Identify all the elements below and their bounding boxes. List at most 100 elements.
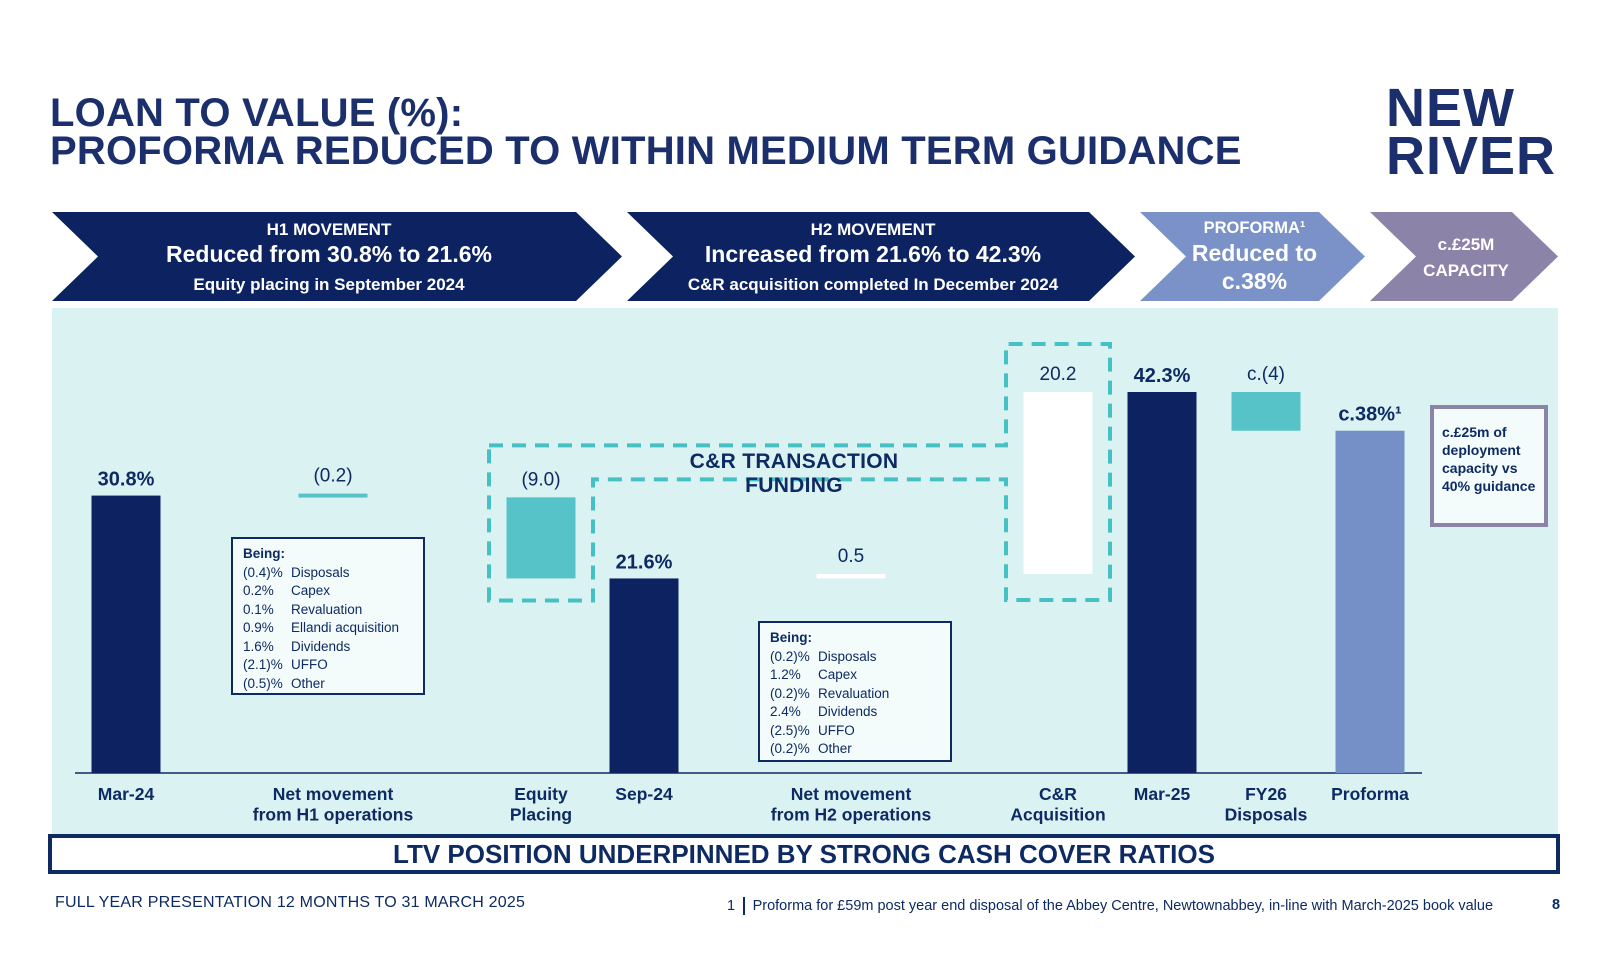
x-tick-label-4: Sep-24 — [615, 784, 673, 804]
h1-note-row: 0.2% Capex — [243, 582, 413, 601]
footnote-text: Proforma for £59m post year end disposal… — [752, 897, 1494, 914]
h1-note-value: 0.2% — [243, 583, 274, 598]
x-tick-label-8: Disposals — [1225, 805, 1308, 825]
h1-note-row: 1.6% Dividends — [243, 638, 413, 657]
page-title: LOAN TO VALUE (%): PROFORMA REDUCED TO W… — [50, 91, 1242, 173]
h1-note-label: Dividends — [291, 638, 351, 654]
data-label-9: c.38%¹ — [1338, 404, 1402, 426]
h1-note-value: 1.6% — [243, 638, 274, 654]
title-line-1: LOAN TO VALUE (%): — [50, 91, 464, 135]
h2-note-row: 2.4% Dividends — [770, 703, 940, 722]
h2-note-value: (0.2)% — [770, 685, 810, 701]
h1-note-label: Ellandi acquisition — [291, 620, 400, 635]
ltv-waterfall-chart: 30.8% (0.2) (9.0) 21.6% 0.5 20.2 42.3% c.(4) c.3… — [75, 342, 1422, 825]
data-label-2: (0.2) — [313, 466, 352, 487]
bar-9 — [1335, 430, 1405, 773]
chevron-2-main: Increased from 21.6% to 42.3% — [705, 241, 1041, 267]
footnote: 1 Proforma for £59m post year end disposa… — [727, 897, 1493, 915]
bar-6 — [1023, 392, 1093, 574]
data-label-4: 21.6% — [616, 551, 673, 573]
chevron-3 — [1140, 212, 1365, 301]
h2-note-rows: (0.2)% Disposals 1.2% Capex (0.2)% Revaluatio… — [770, 648, 940, 759]
x-tick-label-5: from H2 operations — [771, 805, 932, 825]
movement-chevrons: H1 MOVEMENT Reduced from 30.8% to 21.6% Eq… — [52, 212, 1558, 301]
h2-note-row: (0.2)% Other — [770, 740, 940, 759]
chevron-3-heading: PROFORMA¹ — [1204, 219, 1306, 237]
data-label-1: 30.8% — [98, 469, 155, 491]
cr-transaction-funding-outline — [487, 342, 1112, 603]
x-tick-label-5: Net movement — [791, 784, 912, 804]
h1-note-label: Revaluation — [291, 601, 363, 617]
title-line-2: PROFORMA REDUCED TO WITHIN MEDIUM TERM G… — [50, 129, 1242, 173]
chevron-1-heading: H1 MOVEMENT — [267, 220, 392, 239]
data-label-6: 20.2 — [1040, 364, 1077, 385]
h1-note-value: (0.5)% — [243, 675, 283, 691]
data-label-3: (9.0) — [521, 469, 560, 490]
h1-note-heading: Being: — [243, 546, 285, 561]
chevron-1-main: Reduced from 30.8% to 21.6% — [166, 241, 492, 267]
h1-note-value: 0.9% — [243, 620, 274, 635]
h2-note-label: Other — [818, 741, 852, 756]
bar-4 — [609, 578, 679, 773]
bar-5 — [816, 573, 886, 579]
h1-note-row: 0.9% Ellandi acquisition — [243, 619, 413, 638]
new-river-logo: NEW RIVER — [1386, 78, 1557, 186]
chevron-4 — [1370, 212, 1558, 301]
h2-note-value: 2.4% — [770, 704, 801, 719]
chevron-4-main: CAPACITY — [1423, 261, 1509, 280]
h1-note-value: (2.1)% — [243, 657, 283, 672]
cr-transaction-funding-label: C&R TRANSACTION FUNDING — [689, 450, 899, 497]
data-label-8: c.(4) — [1247, 364, 1285, 385]
h2-note-heading: Being: — [770, 630, 812, 645]
footer-presentation-label: FULL YEAR PRESENTATION 12 MONTHS TO 31 M… — [55, 894, 526, 911]
h2-note-label: Dividends — [818, 704, 878, 719]
x-tick-label-1: Mar-24 — [98, 784, 155, 804]
h2-note-row: (2.5)% UFFO — [770, 722, 940, 741]
bar-2 — [298, 493, 368, 498]
ltv-position-banner: LTV POSITION UNDERPINNED BY STRONG CASH … — [48, 834, 1560, 874]
h2-note-label: Revaluation — [818, 685, 890, 701]
x-tick-label-6: Acquisition — [1010, 805, 1105, 825]
data-label-7: 42.3% — [1134, 365, 1191, 387]
page-number: 8 — [1552, 897, 1561, 913]
logo-line-2: RIVER — [1386, 126, 1557, 186]
capacity-note: c.£25m of deployment capacity vs 40% gui… — [1430, 405, 1548, 527]
h2-note-value: (0.2)% — [770, 741, 810, 756]
bar-7 — [1127, 392, 1197, 773]
h1-breakdown-note: Being: (0.4)% Disposals 0.2% Capex 0.1% Reval… — [231, 537, 425, 695]
chevron-1 — [52, 212, 622, 301]
x-tick-label-2: Net movement — [273, 784, 394, 804]
h1-note-label: UFFO — [291, 657, 328, 672]
x-tick-label-6: C&R — [1039, 784, 1077, 804]
x-tick-label-3: Equity — [514, 784, 568, 804]
h2-note-row: (0.2)% Revaluation — [770, 685, 940, 704]
x-tick-label-2: from H1 operations — [253, 805, 414, 825]
h1-note-label: Other — [291, 675, 325, 691]
h2-note-label: Capex — [818, 667, 858, 682]
chevron-3-sub: c.38% — [1222, 268, 1287, 294]
h2-note-row: (0.2)% Disposals — [770, 648, 940, 667]
h2-note-label: Disposals — [818, 648, 877, 664]
h2-breakdown-note: Being: (0.2)% Disposals 1.2% Capex (0.2)% Rev… — [758, 621, 952, 762]
h2-note-value: (2.5)% — [770, 722, 810, 738]
bar-1 — [91, 495, 161, 773]
h1-note-rows: (0.4)% Disposals 0.2% Capex 0.1% Revaluation 0… — [243, 564, 413, 694]
h1-note-label: Disposals — [291, 564, 350, 580]
h1-note-value: 0.1% — [243, 601, 274, 617]
bar-3 — [506, 497, 576, 579]
data-label-5: 0.5 — [838, 546, 864, 567]
x-tick-label-7: Mar-25 — [1134, 784, 1191, 804]
h1-note-row: (2.1)% UFFO — [243, 656, 413, 675]
bar-8 — [1231, 392, 1301, 431]
x-tick-label-8: FY26 — [1245, 784, 1287, 804]
footnote-divider — [743, 897, 745, 915]
h1-note-value: (0.4)% — [243, 564, 283, 580]
logo-line-1: NEW — [1386, 78, 1515, 138]
h1-note-row: 0.1% Revaluation — [243, 601, 413, 620]
h2-note-value: 1.2% — [770, 667, 801, 682]
chevron-3-main: Reduced to — [1192, 240, 1317, 266]
h2-note-row: 1.2% Capex — [770, 666, 940, 685]
h2-note-label: UFFO — [818, 722, 855, 738]
footnote-number: 1 — [727, 897, 736, 914]
h2-note-value: (0.2)% — [770, 648, 810, 664]
